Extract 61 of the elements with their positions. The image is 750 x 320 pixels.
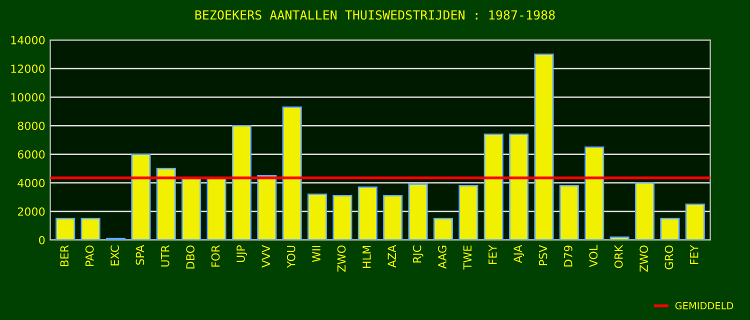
bar: [131, 154, 151, 240]
x-tick-label: PAO: [85, 245, 94, 266]
chart-title: BEZOEKERS AANTALLEN THUISWEDSTRIJDEN : 1987-1988: [195, 10, 555, 20]
x-tick-label: PSV: [538, 244, 548, 266]
x-tick-label: UJP: [236, 245, 247, 262]
x-tick-label: YOU: [286, 246, 296, 268]
y-tick-label: 0: [39, 236, 45, 244]
bar: [534, 54, 554, 240]
x-tick-label: AAG: [438, 246, 446, 269]
x-tick-label: UTR: [161, 245, 170, 267]
bar: [308, 194, 328, 240]
x-tick-label: FEY: [488, 244, 497, 264]
bar: [408, 184, 428, 240]
x-tick-label: EXC: [110, 245, 119, 266]
bar: [332, 195, 352, 240]
x-tick-label: D79: [564, 246, 572, 266]
bar: [584, 146, 604, 240]
bar: [80, 218, 100, 240]
bar: [433, 218, 453, 240]
x-tick-label: GRO: [664, 245, 674, 270]
bar: [206, 178, 226, 240]
x-tick-label: BER: [60, 245, 68, 266]
x-tick-label: FEY: [690, 244, 698, 264]
x-tick-label: RJC: [412, 245, 424, 263]
y-tick-label: 2000: [18, 207, 45, 216]
x-tick-label: ZWO: [640, 245, 648, 272]
bar: [156, 168, 176, 240]
bar: [634, 182, 655, 240]
x-tick-label: SPA: [136, 244, 144, 265]
x-tick-label: AJA: [514, 244, 524, 264]
x-tick-label: VVV: [262, 244, 270, 268]
bar: [685, 204, 705, 240]
y-tick-label: 4000: [18, 178, 45, 188]
legend-label: GEMIDDELD: [675, 302, 734, 310]
x-tick-label: ORK: [614, 244, 623, 268]
x-tick-label: HLM: [362, 246, 371, 268]
y-tick-label: 14000: [11, 36, 45, 44]
bar: [458, 185, 478, 240]
bar: [484, 134, 504, 240]
y-tick-label: 8000: [18, 122, 45, 130]
bar: [232, 125, 252, 240]
x-tick-label: VOL: [589, 244, 598, 268]
y-tick-label: 6000: [18, 150, 45, 159]
x-tick-label: FOR: [211, 245, 220, 267]
bar: [257, 175, 277, 240]
bar: [660, 218, 680, 240]
x-tick-label: DBO: [186, 245, 195, 268]
y-tick-label: 12000: [11, 64, 45, 73]
bar: [56, 218, 76, 240]
x-tick-label: ZWO: [337, 245, 346, 272]
x-tick-label: WII: [312, 246, 320, 262]
bar: [358, 186, 378, 240]
bar: [383, 195, 403, 240]
bar: [509, 134, 529, 240]
x-tick-label: AZA: [388, 244, 396, 268]
y-tick-label: 10000: [11, 93, 45, 102]
x-tick-label: TWE: [463, 246, 472, 270]
bar: [610, 236, 630, 240]
bar: [559, 185, 579, 240]
bar: [282, 106, 302, 240]
bar: [182, 178, 202, 240]
